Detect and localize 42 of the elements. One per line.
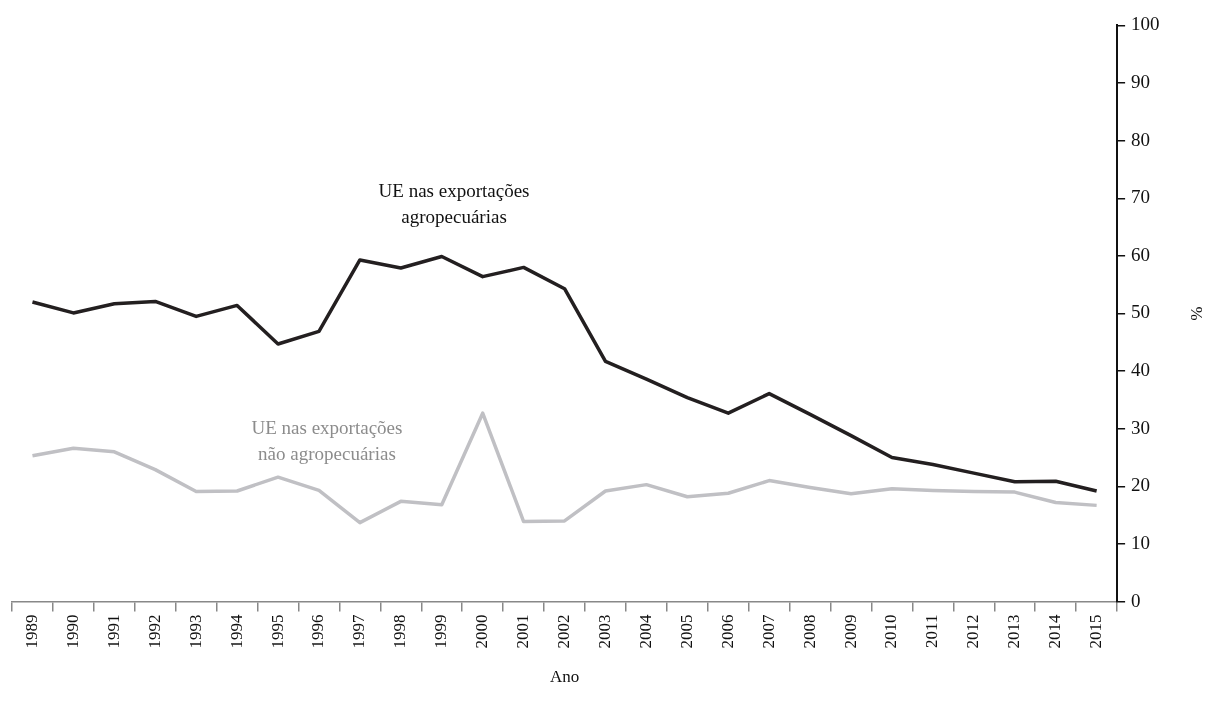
x-tick-label: 1992 [144,614,164,649]
y-tick-label: 10 [1131,531,1151,553]
x-tick-label: 2015 [1086,614,1106,649]
x-tick-label: 2014 [1045,614,1065,649]
x-tick-label: 2001 [513,614,533,649]
x-axis-title: Ano [549,667,580,687]
x-tick-label: 2004 [635,614,655,649]
x-tick-label: 2002 [554,614,574,649]
x-tick-label: 1997 [349,614,369,649]
x-tick-label: 1991 [103,614,123,649]
series-label: UE nas exportações não agropecuárias [251,416,403,464]
x-tick-label: 2010 [881,614,901,649]
x-tick-label: 2013 [1004,614,1024,649]
y-tick-label: 90 [1131,71,1151,92]
x-tick-label: 2011 [922,614,942,648]
series-label: UE nas exportações agropecuárias [378,180,530,228]
y-tick-label: 0 [1131,589,1141,611]
x-tick-label: 1995 [267,614,287,649]
x-tick-label: 1996 [308,614,328,649]
x-tick-label: 1993 [185,614,205,649]
y-tick-label: 40 [1131,359,1151,381]
y-tick-label: 80 [1131,128,1151,150]
x-tick-label: 2012 [963,614,983,649]
y-axis-title: % [1187,306,1207,321]
x-tick-label: 2006 [717,614,737,649]
y-tick-label: 20 [1131,474,1151,496]
y-tick-label: 100 [1131,13,1160,35]
x-tick-label: 2003 [594,614,614,649]
x-tick-label: 2007 [758,614,778,649]
x-tick-label: 1999 [431,614,451,649]
x-tick-label: 1990 [62,614,82,649]
x-tick-label: 1989 [21,614,41,649]
x-tick-label: 2000 [472,614,492,649]
y-tick-label: 30 [1131,416,1151,438]
x-tick-label: 2008 [799,614,819,649]
y-tick-label: 50 [1131,301,1151,323]
x-tick-label: 2005 [676,614,696,649]
x-tick-label: 2009 [840,614,860,649]
x-tick-label: 1998 [390,614,410,649]
y-tick-label: 60 [1131,243,1151,265]
x-tick-label: 1994 [226,614,246,649]
y-tick-label: 70 [1131,186,1151,208]
